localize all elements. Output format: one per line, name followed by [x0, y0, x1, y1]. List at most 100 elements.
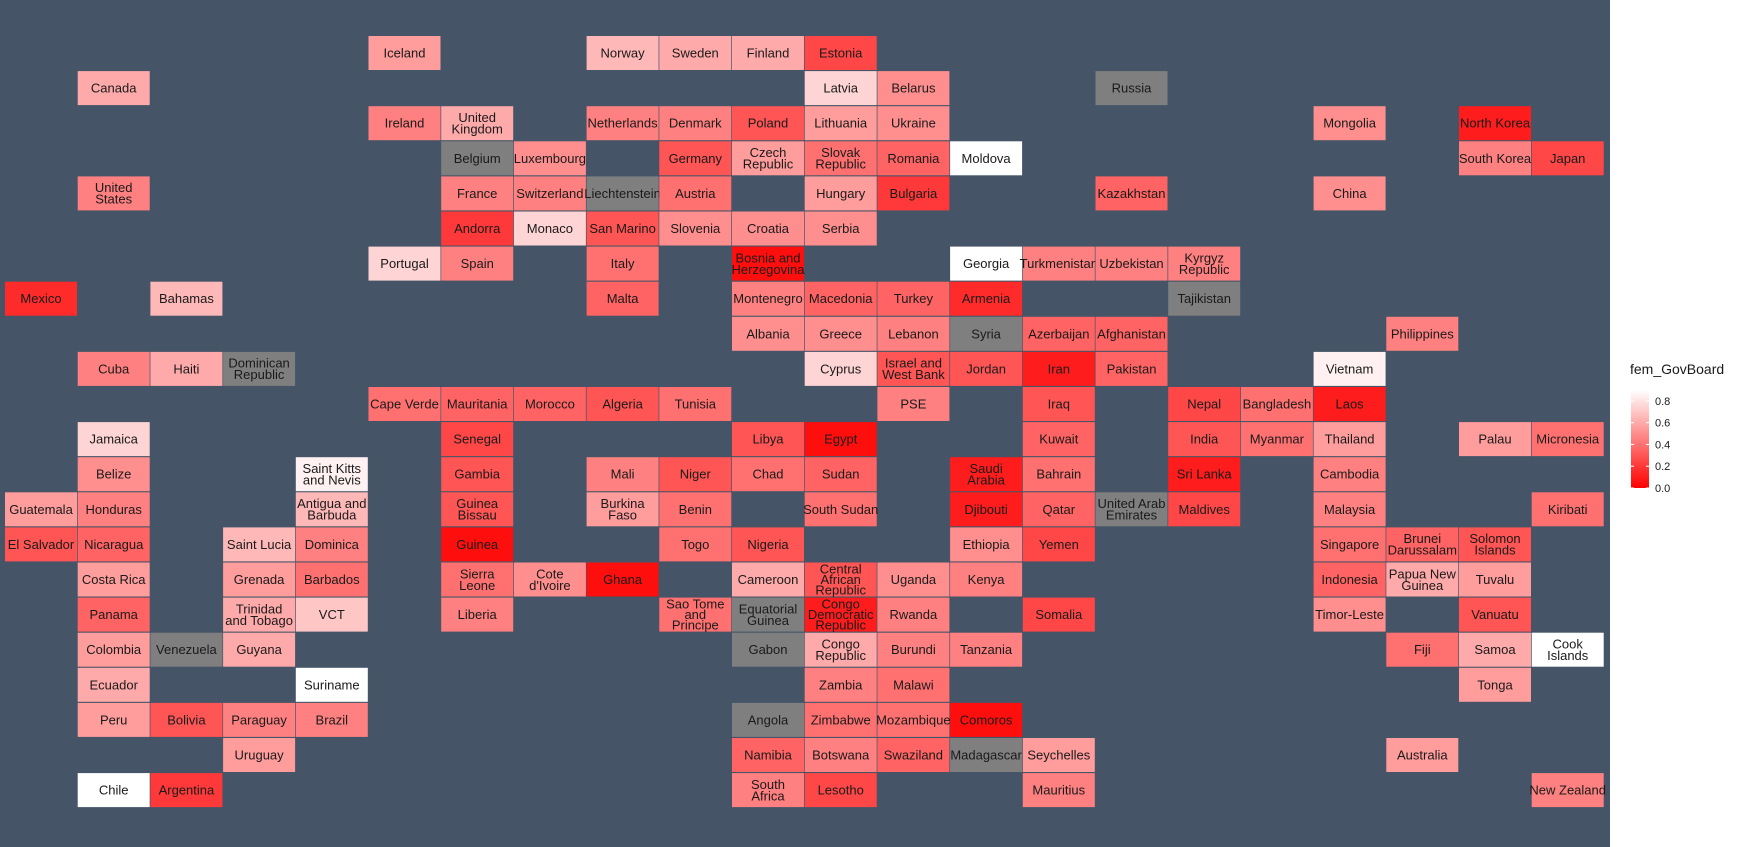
tile-label: Japan	[1550, 151, 1585, 166]
tile-label: Namibia	[744, 748, 792, 763]
tile-cell	[223, 527, 296, 562]
tile-gambia: Gambia	[441, 457, 514, 492]
tile-label: Vietnam	[1326, 361, 1373, 376]
tile-cell	[732, 632, 804, 667]
tile-costa-rica: Costa Rica	[77, 562, 150, 597]
tile-macedonia: Macedonia	[804, 281, 877, 316]
tile-san-marino: San Marino	[586, 211, 659, 246]
tile-label: Bangladesh	[1243, 397, 1312, 412]
tile-cell	[1313, 457, 1386, 492]
tile-label: Cook	[1553, 637, 1584, 652]
tile-tunisia: Tunisia	[659, 387, 732, 421]
tile-bahamas: Bahamas	[150, 281, 223, 316]
tile-label: Haiti	[173, 361, 199, 376]
tile-label: Sao Tome	[666, 597, 724, 612]
tile-france: France	[441, 176, 514, 211]
tile-label: Grenada	[234, 572, 285, 587]
tile-cell	[877, 316, 950, 351]
tile-cell	[950, 281, 1023, 316]
tile-label: Arabia	[967, 473, 1005, 488]
tile-micronesia: Micronesia	[1531, 422, 1604, 457]
tile-cell	[586, 281, 659, 316]
tile-label: Libya	[752, 432, 784, 447]
tile-algeria: Algeria	[586, 387, 659, 421]
tile-luxembourg: Luxembourg	[514, 141, 586, 176]
tile-cell	[659, 141, 732, 176]
tile-liechtenstein: Liechtenstein	[584, 176, 661, 211]
tile-cell	[368, 36, 441, 70]
tile-peru: Peru	[77, 702, 150, 737]
tile-label: Moldova	[962, 151, 1012, 166]
tile-label: Switzerland	[516, 186, 583, 201]
tile-label: United	[95, 180, 133, 195]
tile-argentina: Argentina	[150, 773, 223, 808]
tile-label: United	[458, 110, 496, 125]
tile-turkey: Turkey	[877, 281, 950, 316]
tile-cell	[441, 141, 514, 176]
tile-label: Russia	[1112, 81, 1153, 96]
tile-cell	[1386, 562, 1459, 597]
tile-cell	[804, 702, 877, 737]
tile-cell	[150, 281, 223, 316]
tile-poland: Poland	[732, 106, 804, 141]
tile-label: Kyrgyz	[1184, 250, 1224, 265]
tile-cell	[950, 316, 1023, 351]
tile-label: Kuwait	[1039, 432, 1078, 447]
tile-label: Armenia	[962, 291, 1011, 306]
tile-label: Solomon	[1469, 531, 1520, 546]
tile-label: Azerbaijan	[1028, 326, 1089, 341]
tile-cell	[804, 176, 877, 211]
tile-cell	[804, 211, 877, 246]
tile-cell	[295, 667, 368, 702]
tile-cell	[877, 632, 950, 667]
tile-india: India	[1168, 422, 1241, 457]
tile-label: Uzbekistan	[1099, 256, 1163, 271]
tile-label: Cameroon	[738, 572, 799, 587]
tile-label: Kazakhstan	[1098, 186, 1166, 201]
tile-ecuador: Ecuador	[77, 667, 150, 702]
tile-label: Cote	[536, 566, 563, 581]
tile-label: Portugal	[380, 256, 429, 271]
tile-label: Gabon	[748, 642, 787, 657]
tile-cell	[368, 246, 441, 281]
tile-mali: Mali	[586, 457, 659, 492]
tile-cell	[732, 562, 804, 597]
tile-grenada: Grenada	[223, 562, 296, 597]
tile-label: Liberia	[458, 607, 498, 622]
tile-label: Belize	[96, 467, 131, 482]
tile-cell	[732, 738, 804, 772]
tile-label: Micronesia	[1536, 432, 1600, 447]
tile-label: Guinea	[1401, 578, 1444, 593]
tile-cell	[877, 351, 950, 386]
tile-cell	[586, 246, 659, 281]
tile-label: Central	[820, 562, 862, 577]
tile-cell	[1022, 387, 1095, 421]
tile-label: States	[95, 192, 132, 207]
tile-cell	[441, 246, 514, 281]
tile-label: Ethiopia	[963, 537, 1011, 552]
tile-cell	[877, 387, 950, 421]
tile-cell	[950, 246, 1023, 281]
tile-label: Sierra	[460, 566, 495, 581]
tile-tanzania: Tanzania	[950, 632, 1023, 667]
tile-label: Netherlands	[588, 116, 659, 131]
tile-pse: PSE	[877, 387, 950, 421]
tile-samoa: Samoa	[1459, 632, 1531, 667]
tile-label: Singapore	[1320, 537, 1379, 552]
tile-liberia: Liberia	[441, 597, 514, 632]
tile-swaziland: Swaziland	[877, 738, 950, 772]
tile-cell	[877, 176, 950, 211]
tile-portugal: Portugal	[368, 246, 441, 281]
tile-label: Republic	[234, 367, 285, 382]
tile-cell	[77, 562, 150, 597]
tile-tuvalu: Tuvalu	[1459, 562, 1531, 597]
tile-georgia: Georgia	[950, 246, 1023, 281]
tile-label: Togo	[681, 537, 709, 552]
tile-cell	[877, 597, 950, 632]
tile-switzerland: Switzerland	[513, 176, 586, 211]
tile-guinea: Guinea	[441, 527, 514, 562]
legend-tick-label: 0.2	[1655, 461, 1670, 473]
